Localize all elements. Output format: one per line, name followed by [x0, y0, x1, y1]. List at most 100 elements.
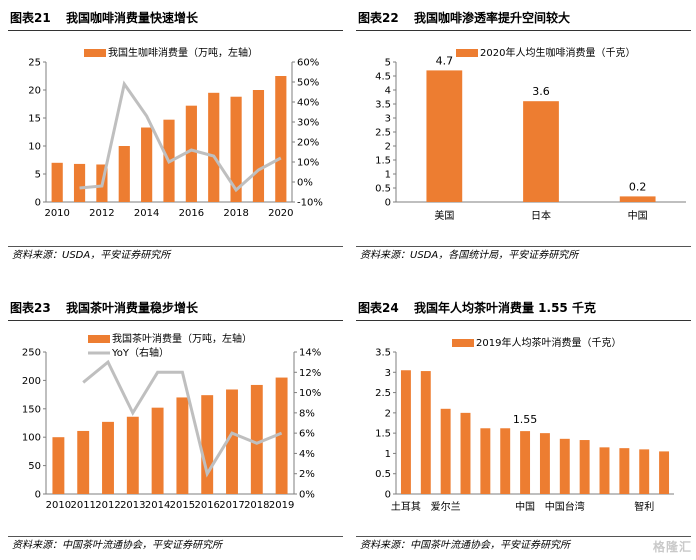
y-tick-label-left: 10: [28, 142, 41, 153]
x-tick-label: 中国: [515, 500, 535, 513]
bar: [579, 440, 590, 494]
bar: [275, 76, 287, 202]
figure-title: 我国咖啡渗透率提升空间较大: [414, 11, 571, 25]
bar: [52, 437, 65, 494]
y-tick-label-left: 0: [385, 198, 391, 209]
x-tick-label: 2011: [70, 500, 95, 511]
y-tick-label-right: 40%: [297, 98, 319, 109]
y-tick-label-left: 250: [22, 348, 41, 359]
y-tick-label-left: 3: [385, 368, 391, 379]
bar: [102, 421, 114, 494]
x-tick-label: 2014: [134, 208, 159, 219]
source-note: 资料来源：USDA，各国统计局，平安证券研究所: [356, 246, 691, 266]
x-tick-label: 2018: [223, 208, 248, 219]
chart-tea-per-capita: 0 0.5 1 1.5 2 2.5 3 3.5 1.55 土耳其 爱尔兰 中国 中国台湾 智利 2019年人…: [375, 336, 674, 513]
y-tick-label-left: 3.5: [375, 100, 391, 111]
chart-coffee-consumption: 0 5 10 15 20 25 -10% 0% 10% 20% 30% 40% 50% 60% 2010 20…: [28, 46, 323, 219]
y-tick-label-left: 1: [385, 170, 391, 181]
legend-label: 2019年人均茶叶消费量（千克）: [476, 336, 621, 349]
y-tick-label-left: 1.5: [375, 156, 391, 167]
y-tick-label-left: 20: [28, 86, 41, 97]
y-tick-label-left: 3.5: [375, 348, 391, 359]
figure-number: 图表21: [10, 11, 51, 25]
bar: [151, 407, 164, 494]
y-tick-label-left: 0: [385, 490, 391, 501]
data-label: 4.7: [436, 54, 454, 67]
legend-label: 2020年人均生咖啡消费量（千克）: [480, 46, 635, 59]
y-tick-label-left: 3: [385, 114, 391, 125]
y-tick-label-right: 14%: [299, 348, 321, 359]
figure-title: 我国年人均茶叶消费量 1.55 千克: [414, 301, 596, 315]
y-tick-label-left: 2: [385, 142, 391, 153]
chart-panel-tea-per-capita: 图表24 我国年人均茶叶消费量 1.55 千克 0 0.5 1 1.5 2 2.5 3 3.5 1…: [356, 298, 691, 560]
x-tick-label: 2020: [268, 208, 293, 219]
bar: [208, 92, 220, 202]
source-note: 资料来源：USDA，平安证券研究所: [8, 246, 343, 266]
x-tick-label: 美国: [434, 209, 454, 222]
y-tick-label-left: 0.5: [375, 184, 391, 195]
y-tick-label-right: 50%: [297, 78, 319, 89]
x-tick-label: 智利: [634, 500, 654, 513]
x-tick-label: 2017: [219, 500, 244, 511]
bar: [426, 70, 463, 203]
y-tick-label-right: 0%: [299, 490, 315, 501]
y-tick-label-left: 2.5: [375, 128, 391, 139]
bar: [639, 449, 650, 494]
y-tick-label-left: 15: [28, 114, 41, 125]
y-tick-label-left: 5: [35, 170, 41, 181]
bar: [420, 371, 431, 494]
y-tick-label-right: 4%: [299, 449, 315, 460]
bar: [559, 438, 570, 494]
x-tick-label: 土耳其: [391, 500, 421, 513]
y-tick-label-left: 2.5: [375, 388, 391, 399]
x-tick-label: 2014: [145, 500, 170, 511]
y-tick-label-left: 25: [28, 58, 41, 69]
y-tick-label-left: 4: [385, 86, 391, 97]
watermark-logo: 格隆汇: [652, 540, 692, 554]
bar: [230, 96, 242, 202]
legend-swatch-bar: [88, 335, 110, 343]
y-tick-label-right: 2%: [299, 469, 315, 480]
figure-title: 我国咖啡消费量快速增长: [66, 11, 199, 25]
bar: [275, 377, 288, 494]
y-tick-label-right: 30%: [297, 118, 319, 129]
bar: [185, 105, 197, 202]
y-tick-label-right: 6%: [299, 429, 315, 440]
bar: [126, 416, 139, 494]
y-tick-label-right: 10%: [297, 158, 319, 169]
bar: [500, 428, 511, 494]
bar: [201, 395, 214, 494]
y-tick-label-left: 200: [22, 376, 41, 387]
panel-title: 图表23 我国茶叶消费量稳步增长: [8, 298, 343, 321]
bar: [73, 163, 86, 202]
y-tick-label-right: 8%: [299, 408, 315, 419]
panel-title: 图表24 我国年人均茶叶消费量 1.55 千克: [356, 298, 691, 321]
panel-title: 图表22 我国咖啡渗透率提升空间较大: [356, 8, 691, 31]
chart-coffee-per-capita: 0 0.5 1 1.5 2 2.5 3 3.5 4 4.5 5 4.7 美国 3.6 日本 0.2 中国 2020…: [375, 46, 686, 222]
legend-swatch-bar: [452, 339, 474, 347]
chart-panel-tea-consumption: 图表23 我国茶叶消费量稳步增长 0 50 100 150 200 250 0% 2% 4% 6% 8…: [8, 298, 343, 560]
figure-number: 图表22: [358, 11, 399, 25]
source-note: 资料来源：中国茶叶流通协会，平安证券研究所: [8, 536, 343, 556]
x-tick-label: 2012: [95, 500, 120, 511]
y-tick-label-left: 0: [35, 490, 41, 501]
data-label: 3.6: [532, 85, 550, 98]
x-tick-label: 2012: [89, 208, 114, 219]
y-tick-label-left: 1.5: [375, 429, 391, 440]
x-tick-label: 2016: [194, 500, 219, 511]
bar: [619, 196, 656, 202]
bar: [250, 384, 263, 494]
legend-swatch-bar: [456, 49, 478, 57]
y-tick-label-left: 2: [385, 408, 391, 419]
source-note: 资料来源：中国茶叶流通协会，平安证券研究所: [356, 536, 691, 556]
x-tick-label: 中国台湾: [545, 500, 585, 513]
bar: [51, 162, 63, 202]
bar: [480, 428, 491, 494]
data-label: 1.55: [513, 413, 538, 426]
y-tick-label-right: 12%: [299, 368, 321, 379]
bar: [523, 101, 559, 202]
bar: [77, 430, 90, 494]
x-tick-label: 2016: [179, 208, 204, 219]
x-tick-label: 2013: [120, 500, 145, 511]
chart-panel-coffee-consumption: 图表21 我国咖啡消费量快速增长 0 5 10 15 20 25 -10% 0% 10% 20% 30…: [8, 8, 343, 270]
